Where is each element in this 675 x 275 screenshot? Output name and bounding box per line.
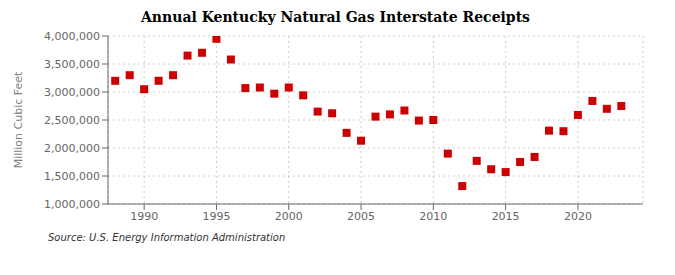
html-text:Source: U.S. Energy Informatio: Source: U.S. Energy Information Administ… <box>48 232 286 243</box>
svg-text:Million Cubic Feet: Million Cubic Feet <box>12 71 25 168</box>
svg-text:1990: 1990 <box>130 210 158 223</box>
svg-text:1,000,000: 1,000,000 <box>44 198 100 211</box>
svg-text:1,500,000: 1,500,000 <box>44 170 100 183</box>
svg-text:2,000,000: 2,000,000 <box>44 142 100 155</box>
svg-text:3,000,000: 3,000,000 <box>44 86 100 99</box>
svg-text:2005: 2005 <box>347 210 375 223</box>
svg-text:2,500,000: 2,500,000 <box>44 114 100 127</box>
svg-text:4,000,000: 4,000,000 <box>44 30 100 43</box>
svg-text:2020: 2020 <box>564 210 592 223</box>
svg-text:2015: 2015 <box>492 210 520 223</box>
html-text:Annual Kentucky Natural Gas In: Annual Kentucky Natural Gas Interstate R… <box>141 9 530 25</box>
svg-text:3,500,000: 3,500,000 <box>44 58 100 71</box>
svg-text:1995: 1995 <box>202 210 230 223</box>
svg-text:2000: 2000 <box>275 210 303 223</box>
svg-text:2010: 2010 <box>419 210 447 223</box>
